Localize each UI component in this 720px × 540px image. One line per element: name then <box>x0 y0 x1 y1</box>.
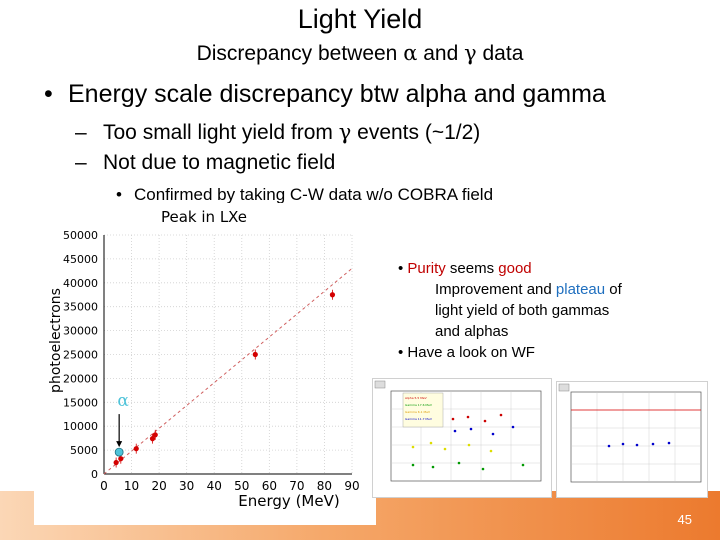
alpha-point <box>114 447 124 457</box>
note-wf-text: Have a look on WF <box>407 344 535 361</box>
note-purity: • Purity seems good <box>398 260 532 277</box>
dash-icon: – <box>75 151 87 174</box>
subtitle-prefix: Discrepancy between <box>196 42 404 65</box>
thumbnail-plot-1-graphic: Alpha 5.5 MeV Gamma 17.6 MeV Gamma 6.1 Me… <box>373 379 551 497</box>
note-wf: • Have a look on WF <box>398 344 535 361</box>
slide-title: Light Yield <box>297 4 423 34</box>
chart-title: Peak in LXe <box>161 208 247 226</box>
slide-subtitle: Discrepancy between α and γ data <box>0 41 720 66</box>
chart-points <box>113 289 336 468</box>
sub1-prefix: Too small light yield from <box>103 121 339 144</box>
dash-icon: – <box>75 121 87 144</box>
subtitle-alpha: α <box>403 41 418 65</box>
thumbnail-plot-2 <box>556 381 708 498</box>
note-alphas: and alphas <box>435 323 509 340</box>
note-good: good <box>498 260 532 277</box>
note-purity-word: Purity <box>407 260 446 277</box>
y-tick-label: 0 <box>91 468 98 481</box>
x-tick-label: 90 <box>344 479 359 493</box>
subsub-bullet-cw-data: • Confirmed by taking C-W data w/o COBRA … <box>116 185 493 205</box>
y-tick-label: 50000 <box>63 229 98 242</box>
x-tick-label: 0 <box>100 479 108 493</box>
bullet1-text: Energy scale discrepancy btw alpha and g… <box>68 80 606 108</box>
note-improvement-a: Improvement and <box>435 281 556 298</box>
bullet-dot-icon: • <box>116 185 122 204</box>
alpha-annotation: α <box>114 391 129 457</box>
chart-grid <box>103 234 353 475</box>
y-tick-label: 30000 <box>63 325 98 338</box>
page-number: 45 <box>677 512 692 527</box>
chart-ticks: 0 10 20 30 40 50 60 70 80 90 0 5000 10000 15000 20000 2… <box>63 229 360 493</box>
svg-text:Gamma 6.1 MeV: Gamma 6.1 MeV <box>405 410 431 414</box>
x-tick-label: 50 <box>234 479 249 493</box>
x-tick-label: 80 <box>317 479 332 493</box>
subtitle-and: and <box>417 42 465 65</box>
notes-block: • Purity seems good Improvement and plat… <box>398 258 622 363</box>
peak-chart: Peak in LXe photoelectrons Energy (MeV) … <box>48 208 360 510</box>
y-tick-label: 5000 <box>70 444 98 457</box>
x-tick-label: 60 <box>262 479 277 493</box>
x-tick-label: 70 <box>289 479 304 493</box>
chart-ylabel: photoelectrons <box>48 288 64 393</box>
x-tick-label: 40 <box>207 479 222 493</box>
fit-line-path <box>103 268 353 475</box>
y-tick-label: 10000 <box>63 420 98 433</box>
y-tick-label: 15000 <box>63 396 98 409</box>
chart-axes <box>103 235 352 475</box>
thumbnail-plot-1: Alpha 5.5 MeV Gamma 17.6 MeV Gamma 6.1 Me… <box>372 378 552 498</box>
x-tick-label: 30 <box>179 479 194 493</box>
x-tick-label: 20 <box>151 479 166 493</box>
sub2-text: Not due to magnetic field <box>103 151 336 174</box>
subtitle-suffix: data <box>476 42 524 65</box>
svg-text:Gamma 17.6 MeV: Gamma 17.6 MeV <box>405 403 433 407</box>
y-tick-label: 20000 <box>63 372 98 385</box>
y-tick-label: 35000 <box>63 301 98 314</box>
y-tick-label: 45000 <box>63 253 98 266</box>
alpha-arrow-head-icon <box>116 441 123 448</box>
chart-panel: Peak in LXe photoelectrons Energy (MeV) … <box>34 203 376 525</box>
note-improvement: Improvement and plateau of <box>398 279 622 300</box>
subtitle-gamma: γ <box>464 41 477 65</box>
subsub1-text: Confirmed by taking C-W data w/o COBRA f… <box>134 185 494 204</box>
sub-bullet-magnetic: – Not due to magnetic field <box>75 151 335 175</box>
svg-text:Gamma 11.7 MeV: Gamma 11.7 MeV <box>405 417 433 421</box>
x-tick-label: 10 <box>124 479 139 493</box>
y-tick-label: 40000 <box>63 277 98 290</box>
fit-line <box>103 268 353 475</box>
note-plateau: plateau <box>555 281 606 298</box>
y-tick-label: 25000 <box>63 349 98 362</box>
note-improvement-c: of <box>605 281 622 298</box>
chart-xlabel: Energy (MeV) <box>238 492 339 510</box>
svg-text:Alpha 5.5 MeV: Alpha 5.5 MeV <box>405 396 428 400</box>
bullet-energy-scale: • Energy scale discrepancy btw alpha and … <box>44 80 606 109</box>
thumbnail-plot-2-graphic <box>557 382 707 497</box>
note-light-yield: light yield of both gammas <box>435 302 610 319</box>
sub1-gamma: γ <box>338 120 352 144</box>
sub-bullet-light-yield: – Too small light yield from γ events (~1… <box>75 120 480 145</box>
sub1-suffix: events (~1/2) <box>351 121 481 144</box>
bullet-dot-icon: • <box>44 80 53 108</box>
alpha-label: α <box>117 391 129 411</box>
note-seems: seems <box>445 260 499 277</box>
